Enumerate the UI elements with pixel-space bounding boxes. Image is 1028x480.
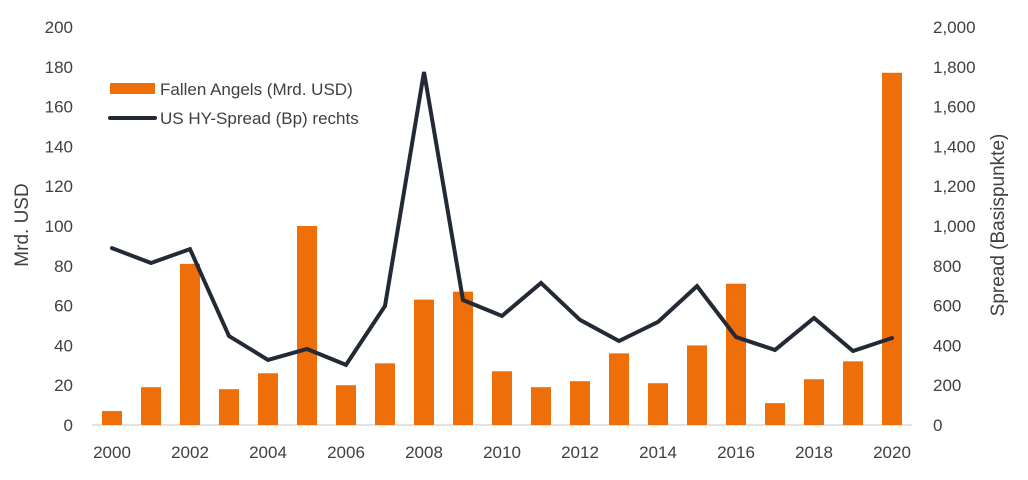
- y-tick-label-left: 180: [45, 58, 73, 77]
- bar-2016: [726, 284, 746, 425]
- bar-2019: [843, 361, 863, 425]
- legend-label-line: US HY-Spread (Bp) rechts: [160, 109, 359, 128]
- x-tick-label: 2018: [795, 443, 833, 462]
- bar-2004: [258, 373, 278, 425]
- bar-2009: [453, 292, 473, 425]
- bar-2002: [180, 264, 200, 425]
- bar-2013: [609, 353, 629, 425]
- bar-2020: [882, 73, 902, 425]
- bar-2000: [102, 411, 122, 425]
- x-tick-label: 2012: [561, 443, 599, 462]
- y-tick-label-right: 200: [933, 376, 961, 395]
- y-tick-label-left: 200: [45, 18, 73, 37]
- y-tick-label-right: 1,400: [933, 137, 976, 156]
- x-tick-label: 2000: [93, 443, 131, 462]
- x-tick-label: 2020: [873, 443, 911, 462]
- legend-swatch-bars: [110, 83, 155, 94]
- legend-label-bars: Fallen Angels (Mrd. USD): [160, 80, 353, 99]
- x-tick-label: 2010: [483, 443, 521, 462]
- y-tick-label-left: 20: [54, 376, 73, 395]
- bar-2007: [375, 363, 395, 425]
- y-axis-left: 0 20 40 60 80 100 120 140 160 180 200: [45, 18, 73, 435]
- bar-2005: [297, 226, 317, 425]
- y-tick-label-left: 60: [54, 297, 73, 316]
- bar-2011: [531, 387, 551, 425]
- y-tick-label-left: 140: [45, 137, 73, 156]
- y-tick-label-right: 1,800: [933, 58, 976, 77]
- y-tick-label-left: 120: [45, 177, 73, 196]
- x-axis: 2000 2002 2004 2006 2008 2010 2012 2014 2016 2018…: [93, 443, 911, 462]
- bar-2015: [687, 345, 707, 425]
- y-tick-label-right: 800: [933, 257, 961, 276]
- x-tick-label: 2014: [639, 443, 677, 462]
- y-tick-label-right: 1,000: [933, 217, 976, 236]
- bar-2018: [804, 379, 824, 425]
- legend: Fallen Angels (Mrd. USD) US HY-Spread (B…: [110, 80, 359, 128]
- y-axis-label-left: Mrd. USD: [12, 183, 33, 266]
- y-tick-label-right: 0: [933, 416, 942, 435]
- y-tick-label-right: 1,600: [933, 98, 976, 117]
- y-tick-label-right: 600: [933, 297, 961, 316]
- bar-2008: [414, 300, 434, 425]
- bar-2010: [492, 371, 512, 425]
- bar-2017: [765, 403, 785, 425]
- x-tick-label: 2004: [249, 443, 287, 462]
- x-tick-label: 2006: [327, 443, 365, 462]
- x-tick-label: 2008: [405, 443, 443, 462]
- bar-2014: [648, 383, 668, 425]
- y-tick-label-left: 40: [54, 336, 73, 355]
- y-tick-label-left: 80: [54, 257, 73, 276]
- x-tick-label: 2016: [717, 443, 755, 462]
- bar-2012: [570, 381, 590, 425]
- y-tick-label-right: 400: [933, 336, 961, 355]
- bar-2001: [141, 387, 161, 425]
- bar-2006: [336, 385, 356, 425]
- y-tick-label-left: 100: [45, 217, 73, 236]
- y-axis-label-right: Spread (Basispunkte): [988, 134, 1009, 317]
- bar-2003: [219, 389, 239, 425]
- y-tick-label-right: 2,000: [933, 18, 976, 37]
- y-tick-label-left: 160: [45, 98, 73, 117]
- y-axis-right: 0 200 400 600 800 1,000 1,200 1,400 1,600 1,800 2,…: [933, 18, 976, 435]
- x-tick-label: 2002: [171, 443, 209, 462]
- y-tick-label-right: 1,200: [933, 177, 976, 196]
- y-tick-label-left: 0: [64, 416, 73, 435]
